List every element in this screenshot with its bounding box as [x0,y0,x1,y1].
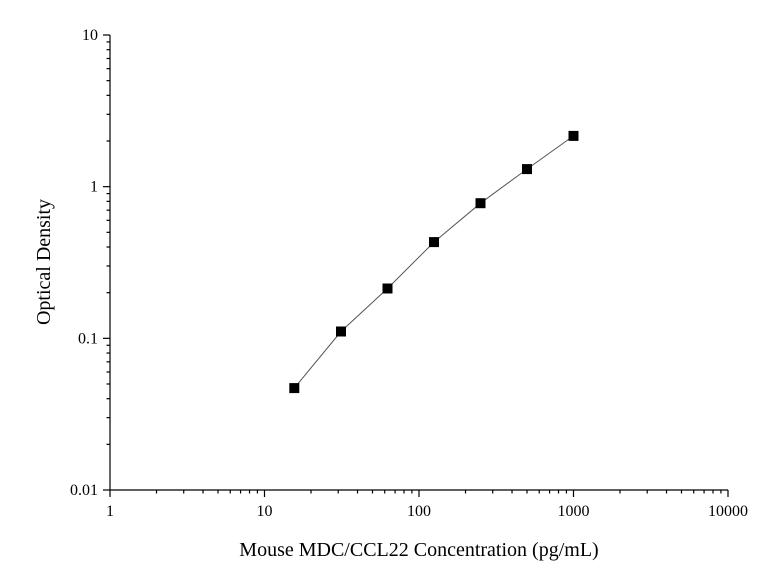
x-tick-label: 10 [257,503,273,520]
x-tick-label: 100 [407,503,431,520]
data-point [382,283,393,294]
axes: 1 10 100 1000 10000 0.01 0.1 1 10 [70,27,748,520]
data-point [429,237,439,248]
x-tick-label: 1 [106,503,114,520]
y-axis-title: Optical Density [33,199,55,325]
data-point [289,383,300,394]
data-point [336,326,346,337]
y-tick-label: 0.01 [70,482,98,499]
x-tick-label: 1000 [558,503,590,520]
x-tick-label: 10000 [708,503,748,520]
x-axis-title: Mouse MDC/CCL22 Concentration (pg/mL) [239,539,598,561]
data-point [522,164,532,175]
plot-area [289,130,579,394]
y-tick-label: 0.1 [78,330,98,347]
data-point [568,130,579,141]
y-tick-label: 10 [82,27,98,44]
data-point [475,198,486,209]
y-tick-label: 1 [90,179,98,196]
